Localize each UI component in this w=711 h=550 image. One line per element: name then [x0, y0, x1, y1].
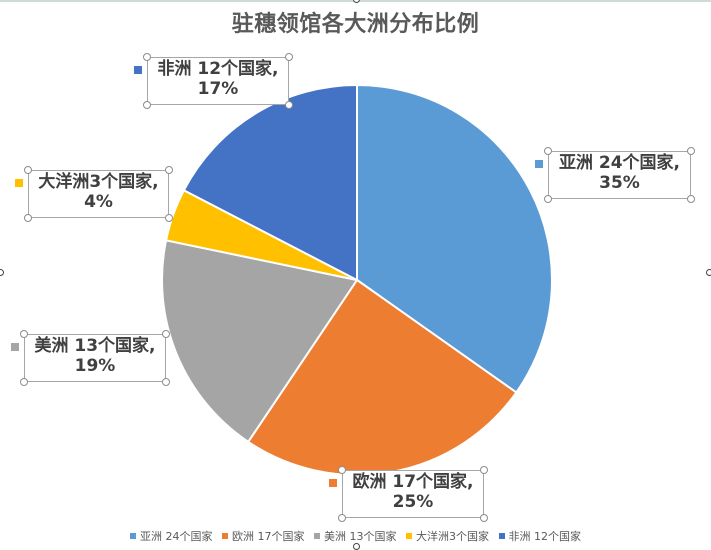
legend-swatch-icon — [130, 533, 136, 539]
label-handle[interactable] — [687, 195, 695, 203]
label-handle[interactable] — [544, 195, 552, 203]
label-handle[interactable] — [285, 53, 293, 61]
label-handle[interactable] — [24, 214, 32, 222]
label-handle[interactable] — [20, 378, 28, 386]
legend-swatch-icon — [314, 533, 320, 539]
data-label-americas[interactable]: 美洲 13个国家, 19% — [11, 334, 166, 382]
label-handle[interactable] — [162, 330, 170, 338]
frame-resize-handle-left[interactable] — [0, 269, 4, 276]
label-handle[interactable] — [338, 514, 346, 522]
frame-resize-handle-bottom[interactable] — [353, 543, 360, 550]
label-handle[interactable] — [544, 147, 552, 155]
oceania-swatch — [15, 179, 23, 187]
chart-title: 驻穗领馆各大洲分布比例 — [231, 11, 480, 37]
label-handle[interactable] — [143, 53, 151, 61]
label-handle[interactable] — [165, 166, 173, 174]
europe-swatch — [329, 479, 337, 487]
label-handle[interactable] — [480, 514, 488, 522]
americas-swatch — [11, 343, 19, 351]
data-label-oceania[interactable]: 大洋洲3个国家, 4% — [15, 170, 169, 218]
legend-item-africa[interactable]: 非洲 12个国家 — [498, 528, 581, 544]
pie-slice-asia[interactable] — [356, 83, 553, 394]
label-handle[interactable] — [687, 147, 695, 155]
legend-item-asia[interactable]: 亚洲 24个国家 — [130, 528, 213, 544]
legend-item-europe[interactable]: 欧洲 17个国家 — [222, 528, 305, 544]
asia-swatch — [535, 160, 543, 168]
chart-legend: 亚洲 24个国家 欧洲 17个国家 美洲 13个国家 大洋洲3个国家 非洲 12… — [0, 528, 711, 544]
label-handle[interactable] — [480, 466, 488, 474]
label-handle[interactable] — [143, 101, 151, 109]
label-handle[interactable] — [162, 378, 170, 386]
label-handle[interactable] — [165, 214, 173, 222]
data-label-europe[interactable]: 欧洲 17个国家, 25% — [329, 470, 484, 518]
frame-resize-handle-right[interactable] — [706, 269, 711, 276]
pie-slice-americas[interactable] — [161, 239, 359, 444]
label-handle[interactable] — [20, 330, 28, 338]
legend-swatch-icon — [498, 533, 505, 539]
pie-slice-africa[interactable] — [182, 83, 358, 282]
data-label-africa[interactable]: 非洲 12个国家, 17% — [134, 57, 289, 105]
legend-swatch-icon — [406, 533, 412, 539]
data-label-asia[interactable]: 亚洲 24个国家, 35% — [535, 151, 691, 199]
legend-swatch-icon — [222, 533, 228, 539]
legend-item-americas[interactable]: 美洲 13个国家 — [314, 528, 397, 544]
label-handle[interactable] — [24, 166, 32, 174]
label-handle[interactable] — [338, 466, 346, 474]
label-handle[interactable] — [285, 101, 293, 109]
africa-swatch — [134, 66, 142, 74]
legend-item-oceania[interactable]: 大洋洲3个国家 — [406, 528, 489, 544]
